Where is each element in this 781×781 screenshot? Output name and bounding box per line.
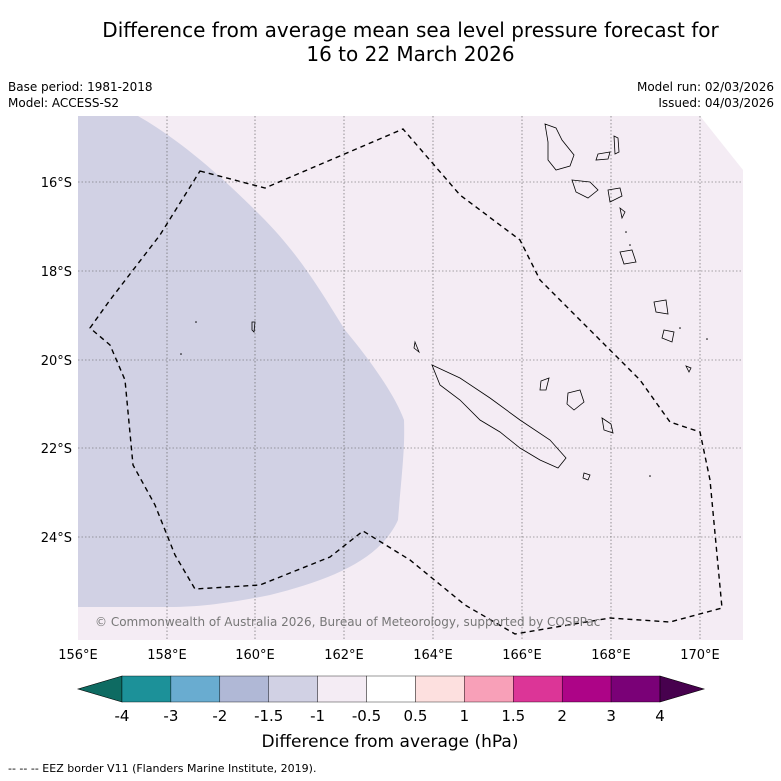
lon-label: 162°E bbox=[324, 648, 364, 663]
coastlines bbox=[251, 123, 692, 481]
longitude-labels: 156°E 158°E 160°E 162°E 164°E 166°E 168°… bbox=[58, 648, 720, 663]
colorbar-extend-low bbox=[76, 675, 123, 703]
meta-left: Base period: 1981-2018 Model: ACCESS-S2 bbox=[8, 79, 153, 111]
colorbar-segment bbox=[366, 675, 416, 703]
copyright-notice: © Commonwealth of Australia 2026, Bureau… bbox=[95, 615, 600, 629]
lat-label: 16°S bbox=[41, 176, 72, 191]
lon-label: 160°E bbox=[235, 648, 275, 663]
graticule bbox=[78, 116, 743, 640]
colorbar-segment bbox=[170, 675, 221, 703]
base-period: Base period: 1981-2018 bbox=[8, 80, 153, 94]
lon-label: 158°E bbox=[147, 648, 187, 663]
model-run: Model run: 02/03/2026 bbox=[636, 80, 774, 94]
colorbar-extend-high bbox=[659, 675, 706, 703]
lon-label: 156°E bbox=[58, 648, 98, 663]
eez-legend: -- -- -- EEZ border V11 (Flanders Marine… bbox=[8, 762, 317, 775]
lat-label: 20°S bbox=[41, 354, 72, 369]
title-line-2: 16 to 22 March 2026 bbox=[306, 42, 515, 66]
colorbar-segment bbox=[121, 675, 172, 703]
colorbar-tick-label: -1 bbox=[310, 707, 325, 725]
lat-label: 18°S bbox=[41, 265, 72, 280]
lon-label: 164°E bbox=[413, 648, 453, 663]
lon-label: 166°E bbox=[502, 648, 542, 663]
colorbar-segment bbox=[513, 675, 563, 703]
lon-label: 168°E bbox=[591, 648, 631, 663]
model-name: Model: ACCESS-S2 bbox=[8, 96, 120, 110]
colorbar-tick-label: -0.5 bbox=[352, 707, 381, 725]
eez-border bbox=[89, 128, 723, 635]
colorbar-tick-label: 1 bbox=[460, 707, 470, 725]
lon-label: 170°E bbox=[680, 648, 720, 663]
meta-right: Model run: 02/03/2026 Issued: 04/03/2026 bbox=[637, 79, 774, 111]
colorbar-segment bbox=[464, 675, 514, 703]
neutral-region bbox=[700, 116, 743, 170]
colorbar-segment bbox=[317, 675, 367, 703]
colorbar-tick-label: 0.5 bbox=[404, 707, 428, 725]
issued-date: Issued: 04/03/2026 bbox=[658, 96, 774, 110]
lat-label: 24°S bbox=[41, 531, 72, 546]
colorbar: -4 -3 -2 -1.5 -1 -0.5 0.5 1 1.5 2 3 4 bbox=[76, 675, 706, 725]
colorbar-tick-label: 1.5 bbox=[501, 707, 525, 725]
title-line-1: Difference from average mean sea level p… bbox=[102, 18, 719, 42]
colorbar-tick-label: -2 bbox=[212, 707, 227, 725]
colorbar-segment bbox=[415, 675, 465, 703]
colorbar-tick-label: -1.5 bbox=[254, 707, 283, 725]
chart-title: Difference from average mean sea level p… bbox=[0, 18, 781, 66]
anomaly-region-medium bbox=[78, 116, 405, 607]
colorbar-tick-label: 2 bbox=[557, 707, 567, 725]
lat-label: 22°S bbox=[41, 442, 72, 457]
colorbar-segment bbox=[268, 675, 318, 703]
colorbar-label: Difference from average (hPa) bbox=[262, 732, 519, 752]
small-islands bbox=[180, 231, 708, 477]
colorbar-tick-label: 3 bbox=[606, 707, 616, 725]
colorbar-segment bbox=[561, 675, 612, 703]
colorbar-segment bbox=[610, 675, 661, 703]
colorbar-segment bbox=[219, 675, 269, 703]
latitude-labels: 16°S 18°S 20°S 22°S 24°S bbox=[41, 176, 72, 546]
colorbar-tick-label: -3 bbox=[163, 707, 178, 725]
colorbar-tick-label: 4 bbox=[655, 707, 665, 725]
colorbar-tick-label: -4 bbox=[115, 707, 130, 725]
